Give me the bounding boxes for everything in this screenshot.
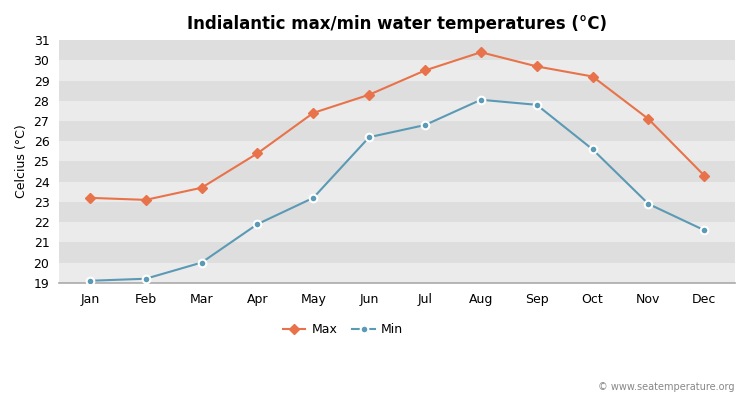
Max xyxy=(86,196,94,200)
Min xyxy=(532,102,542,107)
Bar xyxy=(59,162,735,182)
Max xyxy=(141,198,150,202)
Bar xyxy=(59,202,735,222)
Min xyxy=(421,123,430,128)
Bar xyxy=(59,40,735,60)
Bar xyxy=(59,182,735,202)
Min xyxy=(197,260,206,265)
Max xyxy=(532,64,542,69)
Min xyxy=(253,222,262,226)
Min xyxy=(700,228,709,233)
Bar xyxy=(59,262,735,283)
Max xyxy=(644,116,653,121)
Max xyxy=(588,74,597,79)
Min xyxy=(476,97,485,102)
Line: Max: Max xyxy=(86,49,708,203)
Bar xyxy=(59,60,735,80)
Line: Min: Min xyxy=(86,96,708,284)
Max xyxy=(309,110,318,115)
Bar xyxy=(59,222,735,242)
Bar xyxy=(59,121,735,141)
Max xyxy=(700,173,709,178)
Min xyxy=(86,278,94,283)
Min xyxy=(588,147,597,152)
Bar xyxy=(59,242,735,262)
Max xyxy=(197,185,206,190)
Bar xyxy=(59,80,735,101)
Text: © www.seatemperature.org: © www.seatemperature.org xyxy=(598,382,735,392)
Legend: Max, Min: Max, Min xyxy=(278,318,408,341)
Y-axis label: Celcius (°C): Celcius (°C) xyxy=(15,124,28,198)
Min xyxy=(141,276,150,281)
Max xyxy=(421,68,430,73)
Max xyxy=(253,151,262,156)
Max xyxy=(364,92,374,97)
Bar xyxy=(59,141,735,162)
Min xyxy=(364,135,374,140)
Title: Indialantic max/min water temperatures (°C): Indialantic max/min water temperatures (… xyxy=(187,15,607,33)
Bar xyxy=(59,101,735,121)
Max xyxy=(476,50,485,55)
Min xyxy=(309,196,318,200)
Min xyxy=(644,202,653,206)
